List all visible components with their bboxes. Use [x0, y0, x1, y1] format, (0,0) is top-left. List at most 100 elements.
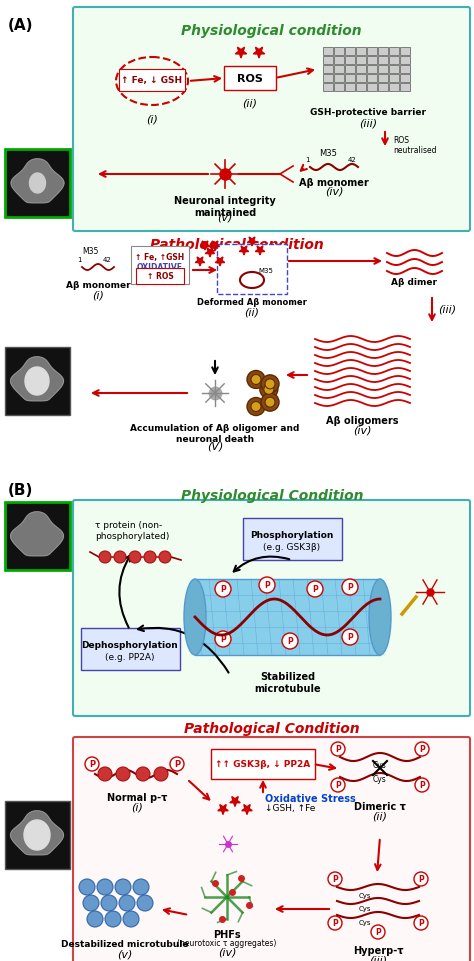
Bar [400, 75, 410, 83]
Text: ↑ Fe, ↓ GSH: ↑ Fe, ↓ GSH [121, 77, 182, 86]
Polygon shape [10, 357, 64, 402]
Polygon shape [25, 368, 49, 396]
Text: Cys: Cys [359, 905, 371, 911]
Polygon shape [230, 797, 240, 806]
Bar [345, 84, 355, 92]
Polygon shape [210, 242, 220, 251]
Circle shape [98, 767, 112, 781]
Circle shape [114, 552, 126, 563]
Circle shape [159, 552, 171, 563]
Text: ↑ ROS: ↑ ROS [146, 272, 173, 282]
Text: Stabilized
microtubule: Stabilized microtubule [254, 672, 321, 693]
Bar [323, 66, 333, 74]
Text: 42: 42 [103, 257, 111, 262]
Circle shape [328, 916, 342, 930]
Bar [345, 75, 355, 83]
Text: (iv): (iv) [218, 947, 236, 957]
Text: (v): (v) [117, 949, 133, 959]
Text: M35: M35 [319, 149, 337, 158]
Bar [367, 66, 377, 74]
Bar [389, 75, 399, 83]
Circle shape [144, 552, 156, 563]
Circle shape [265, 380, 275, 389]
Text: PHFs: PHFs [213, 929, 241, 939]
Polygon shape [239, 247, 249, 256]
Text: P: P [287, 637, 293, 646]
Text: Normal p-τ: Normal p-τ [107, 792, 167, 802]
Text: GSH-protective barrier: GSH-protective barrier [310, 108, 426, 117]
Bar [323, 57, 333, 65]
Circle shape [331, 778, 345, 792]
Circle shape [129, 552, 141, 563]
Circle shape [251, 402, 261, 412]
Circle shape [170, 757, 184, 771]
Bar [195, 579, 380, 655]
Bar [5, 150, 70, 218]
Text: P: P [418, 875, 424, 883]
Polygon shape [253, 48, 264, 59]
Polygon shape [11, 160, 64, 204]
FancyBboxPatch shape [73, 8, 470, 232]
Polygon shape [10, 811, 64, 855]
Text: (v): (v) [217, 211, 233, 222]
Text: (ii): (ii) [243, 98, 257, 108]
Text: STRESS: STRESS [144, 270, 176, 279]
Text: (iv): (iv) [353, 426, 371, 435]
Bar [323, 84, 333, 92]
Circle shape [247, 398, 265, 416]
Circle shape [371, 925, 385, 939]
Bar [389, 66, 399, 74]
Bar [378, 84, 388, 92]
Text: (iii): (iii) [369, 955, 387, 961]
Circle shape [261, 376, 279, 393]
Circle shape [215, 631, 231, 648]
Text: (i): (i) [92, 290, 104, 301]
Text: M35: M35 [258, 268, 273, 274]
Text: P: P [332, 919, 338, 927]
Circle shape [87, 911, 103, 927]
Text: Accumulation of Aβ oligomer and
neuronal death: Accumulation of Aβ oligomer and neuronal… [130, 424, 300, 444]
Text: Cys: Cys [359, 919, 371, 925]
Ellipse shape [184, 579, 206, 655]
Bar [345, 48, 355, 56]
Circle shape [414, 872, 428, 886]
FancyBboxPatch shape [217, 245, 287, 295]
Text: P: P [220, 585, 226, 594]
Circle shape [215, 581, 231, 598]
FancyBboxPatch shape [119, 70, 185, 92]
Bar [334, 75, 344, 83]
Text: P: P [174, 760, 180, 769]
Circle shape [119, 895, 135, 911]
Bar [5, 348, 70, 415]
Text: Physiological condition: Physiological condition [181, 24, 362, 38]
FancyBboxPatch shape [243, 519, 342, 560]
Bar [5, 503, 70, 571]
Circle shape [307, 581, 323, 598]
Bar [356, 57, 366, 65]
Circle shape [136, 767, 150, 781]
Circle shape [97, 879, 113, 895]
Text: τ protein (non-
phosphorylated): τ protein (non- phosphorylated) [95, 521, 169, 540]
Circle shape [259, 578, 275, 593]
Bar [356, 66, 366, 74]
Bar [378, 66, 388, 74]
Text: Aβ dimer: Aβ dimer [391, 278, 437, 286]
Bar [389, 48, 399, 56]
FancyBboxPatch shape [73, 737, 470, 961]
Circle shape [247, 371, 265, 389]
Polygon shape [205, 249, 215, 258]
Text: Cys: Cys [373, 761, 387, 770]
Text: ROS
neutralised: ROS neutralised [393, 136, 437, 156]
Text: Destabilized microtubule: Destabilized microtubule [61, 939, 189, 948]
Text: 42: 42 [347, 157, 356, 162]
Text: Neuronal integrity
maintained: Neuronal integrity maintained [174, 196, 276, 218]
Circle shape [261, 394, 279, 411]
Bar [334, 66, 344, 74]
Text: Phosphorylation: Phosphorylation [250, 530, 334, 539]
Text: 1: 1 [77, 257, 81, 262]
Text: (iv): (iv) [325, 186, 343, 197]
Circle shape [137, 895, 153, 911]
Bar [367, 57, 377, 65]
Circle shape [251, 375, 261, 385]
Polygon shape [255, 247, 265, 256]
